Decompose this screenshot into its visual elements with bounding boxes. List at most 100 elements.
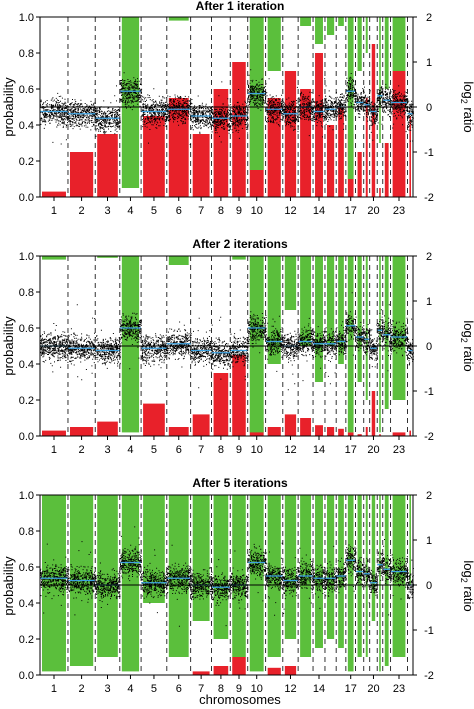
loss-bar-chr20: [371, 391, 376, 436]
loss-bar-chr12: [284, 414, 297, 436]
y-tick-label: 0.2: [19, 395, 34, 407]
loss-bar-chr20: [371, 44, 376, 197]
x-tick-label: 7: [198, 683, 204, 695]
gain-bar-chr10: [249, 256, 264, 433]
y-tick-label: 0.8: [19, 48, 34, 60]
gain-bar-chr9: [232, 495, 246, 657]
gain-bar-chr11: [267, 17, 281, 71]
loss-bar-chr1: [42, 191, 66, 197]
loss-bar-chr14: [315, 425, 323, 436]
x-tick-label: 8: [218, 444, 224, 456]
x-tick-label: 10: [251, 683, 263, 695]
loss-bar-chr24: [409, 116, 411, 197]
loss-bar-chr18: [357, 152, 362, 197]
gain-bar-chr4: [121, 256, 140, 433]
y-tick-label: 0.2: [19, 156, 34, 168]
loss-bar-chr8: [213, 373, 229, 436]
x-tick-label: 4: [127, 444, 133, 456]
gain-bar-chr23: [392, 495, 406, 657]
loss-bar-chr16: [338, 107, 344, 197]
y-right-tick-label: 1: [426, 57, 432, 69]
gain-bar-chr19: [365, 17, 368, 53]
loss-bar-chr3: [97, 134, 118, 197]
gain-bar-chr16: [338, 256, 344, 364]
x-tick-label: 3: [104, 444, 110, 456]
y-right-tick-label: 0: [426, 102, 432, 114]
gain-bar-chr12: [284, 256, 297, 310]
gain-bar-chr22: [384, 17, 389, 89]
gain-bar-chr16: [338, 17, 344, 26]
panel-after-1-iteration: After 1 iteration 0.0 0.2 0.4 0.6 0.8 1.0 -2 -1…: [1, 0, 474, 217]
gain-bar-chr22: [384, 256, 389, 409]
panel-title: After 2 iterations: [192, 237, 288, 251]
y-axis-right-label-rest: ratio: [461, 104, 474, 133]
loss-bar-chr9: [232, 62, 246, 197]
x-tick-label: 8: [218, 205, 224, 217]
y-tick-label: 0.6: [19, 562, 34, 574]
gain-bar-chr15: [326, 256, 335, 346]
y-axis-right-label-subscript: 2: [459, 338, 469, 343]
x-tick-label: 1: [51, 444, 57, 456]
y-right-tick-label: 0: [426, 341, 432, 353]
gain-bar-chr12: [284, 495, 297, 639]
loss-bar-chr23: [392, 432, 406, 436]
loss-bar-chr11: [267, 427, 281, 436]
x-tick-label: 4: [127, 683, 133, 695]
gain-bar-chr1: [42, 256, 66, 260]
x-tick-label: 20: [367, 683, 379, 695]
x-tick-label: 17: [345, 683, 357, 695]
y-tick-label: 0.6: [19, 84, 34, 96]
x-tick-label: 14: [313, 444, 325, 456]
y-right-tick-label: -2: [424, 192, 434, 204]
gain-bar-chr11: [267, 256, 281, 364]
x-tick-label: 10: [251, 205, 263, 217]
loss-bar-chr18: [357, 434, 362, 436]
y-axis-right-label-rest: ratio: [461, 343, 474, 372]
loss-bar-chr7: [192, 134, 210, 197]
gain-bar-chr23: [392, 17, 406, 71]
gain-bar-chr3: [97, 495, 118, 657]
loss-bar-chr6: [168, 427, 189, 436]
y-right-tick-label: -1: [424, 147, 434, 159]
y-right-tick-label: -1: [424, 625, 434, 637]
x-tick-label: 14: [313, 683, 325, 695]
y-axis-right-label: log2 ratio: [459, 320, 474, 371]
loss-bar-chr15: [326, 125, 335, 197]
x-tick-label: 6: [176, 683, 182, 695]
loss-bar-chr1: [42, 430, 66, 436]
gain-bar-chr4: [121, 495, 140, 672]
y-axis-label: probability: [1, 77, 16, 137]
loss-bar-chr6: [168, 98, 189, 197]
probe-points: [40, 526, 414, 627]
gain-bar-chr15: [326, 17, 335, 35]
gain-bar-chr16: [338, 495, 344, 648]
x-tick-label: 17: [345, 444, 357, 456]
gain-bar-chr22: [384, 495, 389, 666]
gain-bar-chr20: [371, 495, 376, 621]
y-axis-right-label-subscript: 2: [459, 99, 469, 104]
y-right-tick-label: 2: [426, 490, 432, 502]
loss-bar-chr21: [379, 188, 381, 197]
x-tick-label: 23: [393, 205, 405, 217]
y-tick-label: 0.8: [19, 287, 34, 299]
y-tick-label: 0.2: [19, 634, 34, 646]
y-tick-label: 0.6: [19, 323, 34, 335]
gain-bar-chr24: [409, 495, 411, 585]
x-tick-label: 5: [151, 683, 157, 695]
y-tick-label: 1.0: [19, 251, 34, 263]
loss-bar-chr9: [232, 355, 246, 436]
y-tick-label: 1.0: [19, 12, 34, 24]
loss-bar-chr8: [213, 89, 229, 197]
loss-bar-chr2: [69, 427, 94, 436]
x-tick-label: 23: [393, 683, 405, 695]
y-axis-right-label: log2 ratio: [459, 560, 474, 611]
gain-bar-chr5: [143, 495, 165, 603]
panel-after-2-iterations: After 2 iterations 0.0 0.2 0.4 0.6 0.8 1.0 -2 -…: [1, 237, 474, 456]
loss-bar-chr14: [315, 53, 323, 197]
x-tick-label: 2: [79, 444, 85, 456]
x-tick-label: 3: [104, 205, 110, 217]
loss-bar-chr2: [69, 152, 94, 197]
